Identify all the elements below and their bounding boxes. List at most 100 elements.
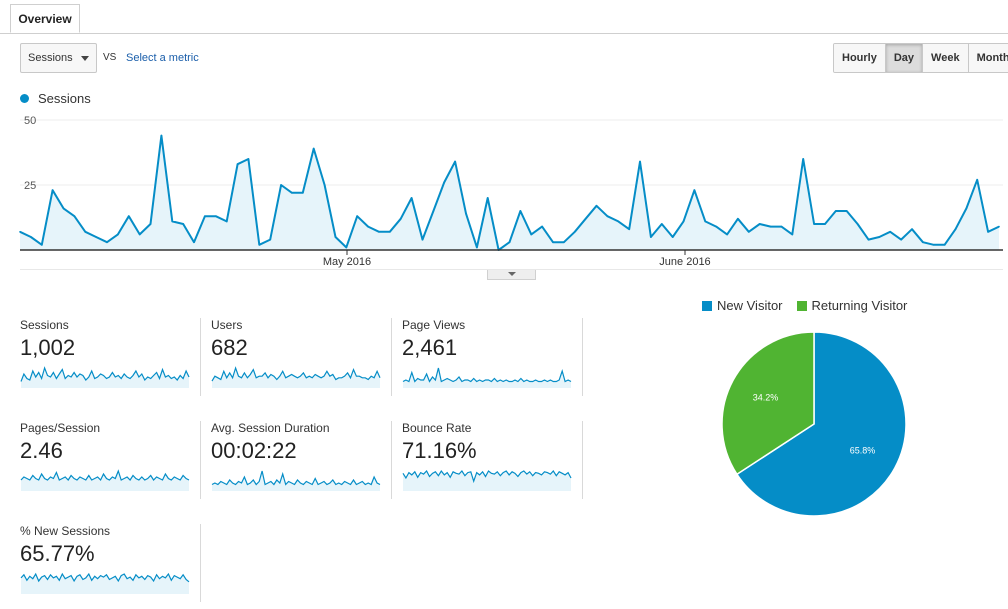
data-point	[965, 207, 968, 210]
data-point	[780, 225, 783, 228]
data-point	[508, 241, 511, 243]
data-point	[541, 225, 543, 228]
data-point	[19, 231, 21, 233]
y-tick-label: 25	[24, 180, 36, 192]
data-point	[269, 238, 272, 241]
y-tick-label: 50	[24, 115, 36, 127]
data-point	[530, 233, 533, 236]
sparkline-line	[211, 366, 381, 382]
chart-collapse-toggle[interactable]	[487, 270, 536, 280]
metric-tile-pages-per-session[interactable]: Pages/Session 2.46	[20, 421, 190, 501]
data-point	[62, 207, 65, 210]
data-point	[824, 223, 826, 225]
sparkline	[20, 469, 190, 491]
data-point	[835, 210, 837, 212]
tile-divider	[391, 421, 392, 499]
data-point	[802, 158, 804, 160]
data-point	[443, 181, 446, 184]
sessions-line-chart[interactable]: 50 25 May 2016 June 2016	[0, 108, 1008, 270]
data-point	[84, 231, 87, 233]
data-point	[584, 218, 587, 220]
tile-divider	[582, 421, 583, 499]
legend-item-returning-visitor[interactable]: Returning Visitor	[796, 298, 908, 313]
metric-label: Sessions	[20, 318, 69, 332]
sparkline-area	[21, 574, 189, 594]
sparkline-line	[20, 366, 190, 382]
data-point	[258, 244, 261, 246]
sparkline-area	[403, 368, 571, 388]
data-point	[932, 244, 935, 246]
data-point	[30, 236, 32, 238]
sparkline-line	[402, 469, 572, 484]
data-point	[171, 220, 174, 223]
data-point	[193, 241, 195, 243]
sparkline-line	[20, 572, 190, 583]
pie-legend: New Visitor Returning Visitor	[702, 298, 907, 313]
data-point	[312, 147, 315, 150]
tile-divider	[582, 318, 583, 396]
metric-tile-sessions[interactable]: Sessions 1,002	[20, 318, 190, 398]
x-tick-label: May 2016	[323, 256, 371, 268]
data-point	[215, 215, 217, 217]
metric-label: Page Views	[402, 318, 466, 332]
tile-divider	[200, 524, 201, 602]
period-hourly-button[interactable]: Hourly	[834, 44, 886, 72]
pie-slice-label: 34.2%	[753, 393, 779, 403]
metric-tile-avg-session-duration[interactable]: Avg. Session Duration 00:02:22	[211, 421, 381, 501]
pie-slice-label: 65.8%	[850, 445, 876, 455]
data-point	[650, 236, 652, 238]
data-point	[236, 163, 239, 165]
select-metric-link[interactable]: Select a metric	[126, 52, 199, 64]
data-point	[399, 218, 402, 220]
metric-tile-page-views[interactable]: Page Views 2,461	[402, 318, 572, 398]
period-day-button[interactable]: Day	[885, 44, 924, 72]
data-point	[900, 238, 902, 241]
data-point	[73, 215, 76, 217]
metric-tile-bounce-rate[interactable]: Bounce Rate 71.16%	[402, 421, 572, 501]
data-point	[639, 160, 641, 163]
chevron-down-icon	[81, 56, 89, 61]
data-point	[182, 223, 184, 225]
data-point	[737, 218, 739, 220]
data-point	[606, 215, 609, 217]
period-month-button[interactable]: Month	[968, 44, 1008, 72]
primary-metric-select[interactable]: Sessions	[20, 43, 97, 73]
tab-bar: Overview	[0, 0, 1008, 34]
tab-overview[interactable]: Overview	[10, 4, 80, 33]
data-point	[465, 212, 467, 215]
data-point	[367, 225, 369, 228]
data-point	[432, 210, 435, 212]
data-point	[225, 220, 228, 223]
legend-item-new-visitor[interactable]: New Visitor	[702, 298, 783, 313]
legend-label: Returning Visitor	[811, 298, 908, 313]
data-point	[911, 228, 913, 230]
data-point	[486, 197, 489, 199]
data-point	[758, 223, 761, 225]
data-point	[291, 192, 293, 194]
data-point	[671, 236, 674, 238]
pie-slice-returning-visitor[interactable]	[721, 331, 815, 476]
data-point	[95, 236, 97, 238]
sparkline-area	[212, 471, 380, 491]
metric-label: Avg. Session Duration	[211, 421, 330, 435]
metric-label: Users	[211, 318, 243, 332]
sparkline	[402, 367, 572, 388]
period-week-button[interactable]: Week	[923, 44, 969, 72]
pie-slice-new-visitor[interactable]	[735, 331, 907, 517]
data-point	[302, 192, 304, 194]
data-point	[748, 231, 750, 233]
data-point	[617, 220, 620, 223]
data-point	[628, 228, 630, 230]
data-point	[878, 236, 881, 238]
metric-tile-new-sessions[interactable]: % New Sessions 65.77%	[20, 524, 190, 604]
metric-value: 1,002	[20, 335, 76, 360]
sessions-legend-label[interactable]: Sessions	[38, 91, 91, 106]
data-point	[106, 241, 108, 243]
data-point	[51, 189, 54, 191]
metric-tile-users[interactable]: Users 682	[211, 318, 381, 398]
primary-metric-value: Sessions	[28, 52, 73, 64]
data-point	[334, 236, 337, 238]
visitor-type-pie-chart[interactable]: 65.8% 34.2%	[719, 329, 909, 519]
sparkline-line	[211, 470, 381, 486]
data-point	[247, 158, 250, 160]
